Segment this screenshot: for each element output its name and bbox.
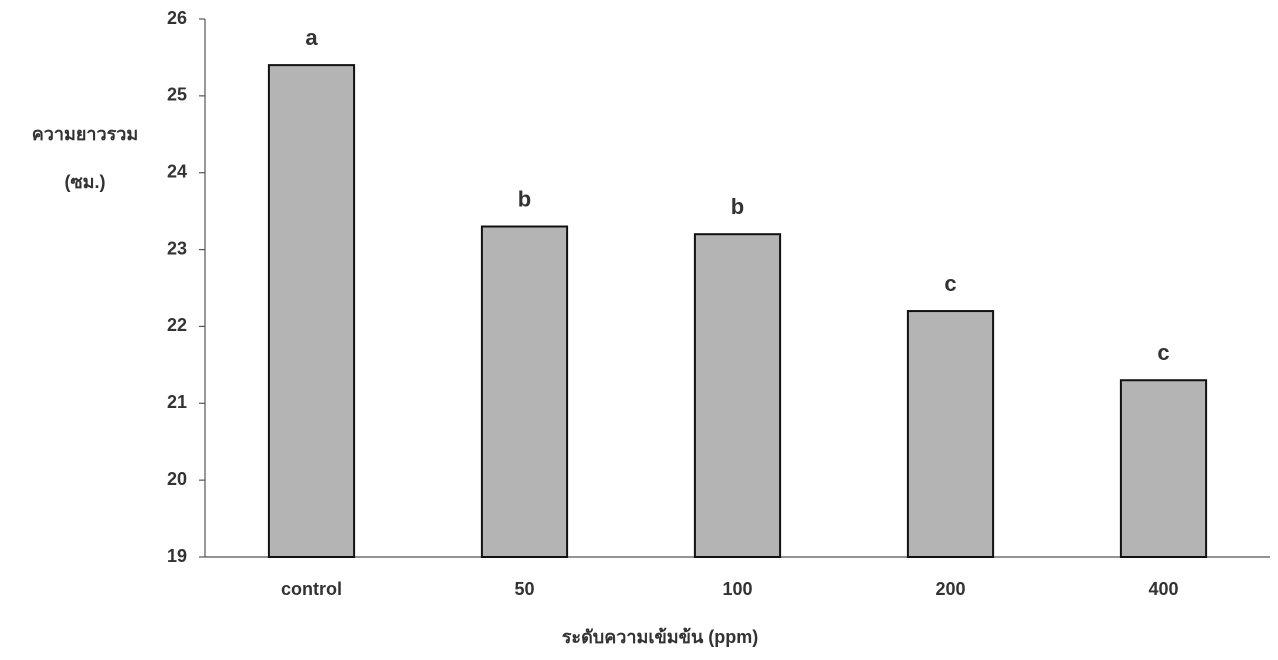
- x-tick-label: control: [281, 579, 342, 599]
- y-tick-label: 26: [167, 8, 187, 28]
- annotation: b: [731, 194, 744, 219]
- bar: [693, 233, 782, 558]
- y-tick-label: 21: [167, 392, 187, 412]
- x-tick-label: 50: [514, 579, 534, 599]
- bar: [480, 225, 569, 558]
- annotation: b: [518, 186, 531, 211]
- annotation: a: [305, 25, 318, 50]
- y-tick-label: 19: [167, 546, 187, 566]
- y-tick-label: 20: [167, 469, 187, 489]
- y-tick-label: 22: [167, 315, 187, 335]
- y-tick-label: 23: [167, 238, 187, 258]
- annotation: c: [1157, 340, 1169, 365]
- y-tick-label: 25: [167, 85, 187, 105]
- x-tick-label: 200: [935, 579, 965, 599]
- y-axis-label: ความยาวรวม: [32, 124, 139, 144]
- bar: [267, 64, 356, 558]
- x-tick-label: 100: [722, 579, 752, 599]
- annotation: c: [944, 271, 956, 296]
- y-axis-label: (ซม.): [64, 172, 105, 192]
- y-tick-label: 24: [167, 161, 187, 181]
- x-tick-label: 400: [1148, 579, 1178, 599]
- x-axis-label: ระดับความเข้มข้น (ppm): [562, 627, 759, 647]
- bar: [906, 310, 995, 558]
- bar: [1119, 379, 1208, 558]
